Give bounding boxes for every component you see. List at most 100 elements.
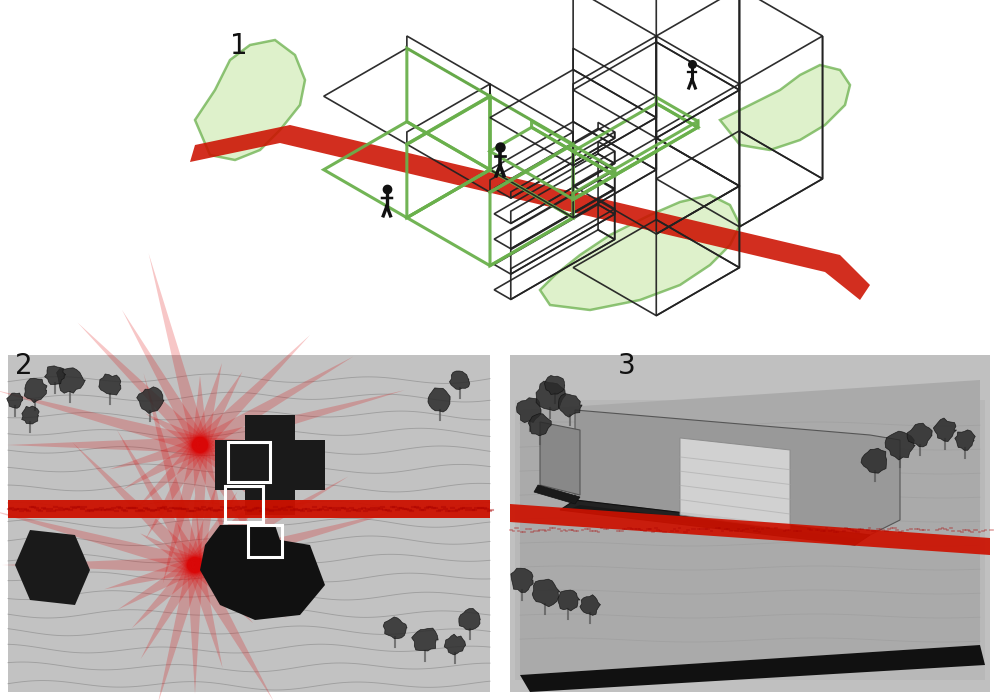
- Polygon shape: [8, 500, 490, 518]
- Polygon shape: [195, 557, 315, 573]
- Polygon shape: [137, 440, 206, 508]
- Polygon shape: [158, 563, 203, 700]
- Polygon shape: [118, 558, 199, 610]
- Polygon shape: [383, 617, 407, 638]
- Bar: [225, 486, 263, 522]
- Polygon shape: [196, 356, 353, 452]
- Polygon shape: [520, 380, 980, 675]
- Polygon shape: [575, 410, 900, 535]
- Polygon shape: [191, 477, 348, 572]
- Polygon shape: [137, 387, 164, 414]
- Polygon shape: [132, 559, 201, 628]
- Polygon shape: [189, 559, 253, 623]
- Polygon shape: [192, 443, 228, 548]
- Polygon shape: [146, 441, 207, 539]
- Polygon shape: [193, 441, 279, 582]
- Polygon shape: [720, 65, 850, 150]
- Polygon shape: [122, 309, 207, 449]
- Polygon shape: [192, 376, 208, 445]
- Polygon shape: [510, 504, 990, 555]
- Polygon shape: [140, 533, 199, 572]
- Polygon shape: [8, 355, 490, 692]
- Polygon shape: [191, 558, 287, 618]
- Polygon shape: [933, 418, 957, 442]
- Polygon shape: [540, 195, 740, 310]
- Polygon shape: [0, 0, 1000, 350]
- Polygon shape: [885, 431, 915, 460]
- Polygon shape: [187, 565, 203, 694]
- Polygon shape: [117, 430, 202, 569]
- Polygon shape: [141, 561, 202, 659]
- Polygon shape: [0, 510, 197, 573]
- Polygon shape: [510, 355, 990, 692]
- Polygon shape: [194, 335, 310, 451]
- Polygon shape: [198, 438, 315, 476]
- Polygon shape: [558, 590, 580, 611]
- Polygon shape: [145, 414, 204, 452]
- Polygon shape: [516, 398, 541, 423]
- Polygon shape: [123, 438, 204, 489]
- Polygon shape: [109, 438, 202, 469]
- Polygon shape: [520, 645, 985, 692]
- Polygon shape: [459, 608, 480, 630]
- Polygon shape: [22, 406, 39, 424]
- Polygon shape: [534, 485, 580, 504]
- Polygon shape: [189, 455, 305, 570]
- Polygon shape: [680, 438, 790, 530]
- Polygon shape: [45, 366, 66, 385]
- Polygon shape: [187, 496, 203, 565]
- Polygon shape: [2, 557, 195, 573]
- Polygon shape: [7, 393, 23, 408]
- Polygon shape: [192, 363, 222, 447]
- Polygon shape: [200, 437, 320, 453]
- Polygon shape: [104, 557, 197, 589]
- Polygon shape: [194, 440, 258, 503]
- Polygon shape: [528, 414, 551, 436]
- Polygon shape: [532, 579, 560, 607]
- Polygon shape: [215, 415, 325, 515]
- Polygon shape: [99, 374, 121, 395]
- Polygon shape: [861, 448, 887, 473]
- Polygon shape: [193, 372, 242, 449]
- Polygon shape: [907, 424, 932, 447]
- Polygon shape: [77, 323, 206, 451]
- Polygon shape: [57, 368, 85, 393]
- Polygon shape: [428, 388, 450, 412]
- Polygon shape: [545, 375, 565, 394]
- Text: 1: 1: [230, 32, 248, 60]
- Polygon shape: [193, 510, 400, 573]
- Polygon shape: [192, 445, 208, 574]
- Polygon shape: [188, 491, 237, 569]
- Polygon shape: [515, 400, 985, 680]
- Polygon shape: [144, 373, 203, 567]
- Polygon shape: [7, 437, 200, 453]
- Polygon shape: [187, 563, 223, 668]
- Polygon shape: [187, 483, 217, 567]
- Polygon shape: [558, 393, 582, 417]
- Polygon shape: [196, 438, 292, 498]
- Polygon shape: [955, 430, 975, 450]
- Bar: [248, 525, 282, 557]
- Polygon shape: [188, 561, 274, 700]
- Bar: [228, 442, 270, 482]
- Text: 3: 3: [618, 352, 636, 380]
- Polygon shape: [195, 40, 305, 160]
- Text: 2: 2: [15, 352, 33, 380]
- Polygon shape: [570, 505, 860, 543]
- Polygon shape: [412, 628, 438, 651]
- Polygon shape: [580, 595, 601, 615]
- Polygon shape: [511, 568, 533, 592]
- Polygon shape: [560, 500, 870, 545]
- Polygon shape: [193, 557, 310, 596]
- Polygon shape: [536, 381, 566, 411]
- Polygon shape: [190, 125, 870, 300]
- Polygon shape: [15, 530, 90, 605]
- Polygon shape: [540, 422, 580, 495]
- Polygon shape: [72, 442, 201, 570]
- Polygon shape: [444, 634, 466, 655]
- Polygon shape: [198, 390, 405, 453]
- Polygon shape: [149, 253, 208, 447]
- Polygon shape: [449, 371, 470, 389]
- Polygon shape: [0, 389, 202, 453]
- Polygon shape: [163, 443, 208, 584]
